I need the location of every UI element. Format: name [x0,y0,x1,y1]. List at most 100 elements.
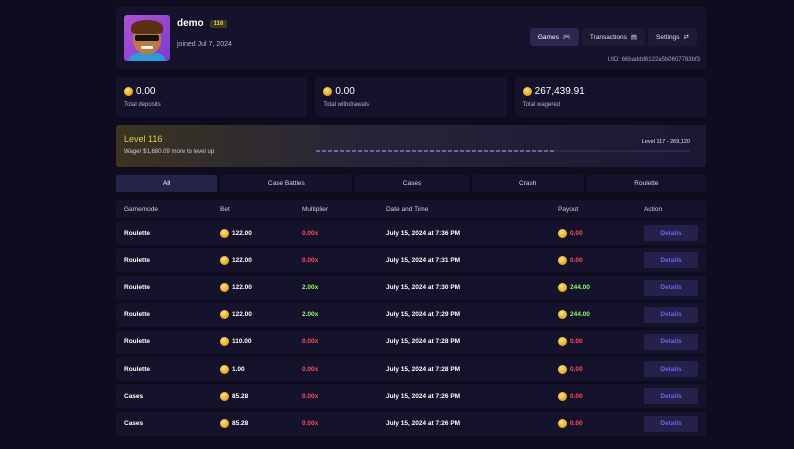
bet-amount: 110.00 [232,338,252,346]
tab-all[interactable]: All [116,175,218,192]
multiplier-cell: 0.00x [302,420,319,427]
nav-transactions-button[interactable]: Transactions ▤ [581,28,646,46]
payout-cell: 244.00 [558,276,590,300]
multiplier-cell: 0.00x [302,338,319,346]
details-button[interactable]: Details [644,415,698,432]
table-row: Roulette 122.00 0.00x July 15, 2024 at 7:36… [116,221,706,246]
stat-label: Total deposits [124,102,161,108]
date-cell: July 15, 2024 at 7:31 PM [386,256,461,264]
coin-icon [220,391,229,401]
details-button[interactable]: Details [644,333,698,350]
tab-crash[interactable]: Crash [471,175,584,192]
stat-card: 0.00 Total deposits [116,77,308,117]
bet-cell: 1.00 [220,357,245,381]
tab-roulette[interactable]: Roulette [586,175,706,192]
payout-amount: 244.00 [570,284,590,292]
level-progress-track [316,150,690,152]
table-header: Gamemode Bet Multiplier Date and Time Pa… [116,200,706,218]
avatar [124,15,170,61]
table-row: Cases 85.28 0.00x July 15, 2024 at 7:26 PM 0… [116,411,706,436]
payout-cell: 0.00 [558,221,583,245]
avatar-glasses [135,35,159,41]
gamemode-cell: Cases [124,392,144,400]
details-button[interactable]: Details [644,225,698,242]
coin-icon [558,337,567,347]
bet-cell: 122.00 [220,276,252,300]
multiplier-cell: 0.00x [302,256,319,264]
date-cell: July 15, 2024 at 7:30 PM [386,284,461,292]
action-cell: Details [644,276,698,300]
payout-amount: 0.00 [570,256,583,264]
bet-cell: 85.28 [220,384,248,408]
date-cell: July 15, 2024 at 7:26 PM [386,392,461,400]
table-row: Roulette 122.00 2.00x July 15, 2024 at 7:30… [116,275,706,300]
sliders-icon: ⇄ [683,34,689,41]
coin-icon [220,255,229,265]
coin-icon [522,87,532,96]
details-button[interactable]: Details [644,252,698,269]
coin-icon [558,255,567,265]
stat-value-row: 0.00 [323,86,498,97]
bet-cell: 85.28 [220,412,248,436]
payout-amount: 0.00 [570,392,583,400]
coin-icon [558,228,567,238]
coin-icon [558,364,567,374]
action-cell: Details [644,330,698,354]
level-progress-fill [316,150,556,152]
payout-cell: 0.00 [558,412,583,436]
nav-settings-button[interactable]: Settings ⇄ [648,28,697,46]
header-gamemode: Gamemode [124,205,158,213]
tab-case-battles[interactable]: Case Battles [220,175,353,192]
date-cell: July 15, 2024 at 7:29 PM [386,311,461,319]
table-body: Roulette 122.00 0.00x July 15, 2024 at 7:36… [116,221,706,436]
header-action: Action [644,205,663,213]
bet-cell: 122.00 [220,248,252,272]
header-multiplier: Multiplier [302,205,329,213]
bet-amount: 85.28 [232,392,249,400]
coin-icon [220,337,229,347]
stat-value: 267,439.91 [534,86,585,97]
bet-cell: 122.00 [220,221,252,245]
bet-amount: 85.28 [232,420,249,427]
nav-games-button[interactable]: Games 🎮 [529,28,579,46]
stat-value-row: 267,439.91 [522,86,698,97]
avatar-mouth [141,46,153,49]
level-badge: 116 [209,19,228,28]
details-button[interactable]: Details [644,361,698,378]
header-bet: Bet [220,205,230,213]
gamemode-cell: Roulette [124,284,150,292]
coin-icon [220,364,229,374]
table-row: Roulette 1.00 0.00x July 15, 2024 at 7:28 P… [116,357,706,382]
user-id: UID: 66baddd6122a5b0607783bf3 [607,57,700,63]
receipt-icon: ▤ [630,34,638,41]
table-row: Roulette 122.00 0.00x July 15, 2024 at 7:31… [116,248,706,273]
stat-value-row: 0.00 [124,86,299,97]
username-row: demo 116 [177,18,228,29]
level-title: Level 116 [124,134,163,144]
gamemode-cell: Roulette [124,229,150,237]
gamemode-cell: Roulette [124,365,150,373]
username: demo [177,18,204,29]
action-cell: Details [644,303,698,327]
level-subtitle: Wager $1,680.09 more to level up [124,149,215,155]
details-button[interactable]: Details [644,388,698,405]
nav-label: Games [537,33,559,41]
details-button[interactable]: Details [644,306,698,323]
nav-label: Transactions [589,33,627,41]
bet-cell: 122.00 [220,303,252,327]
action-cell: Details [644,384,698,408]
tab-cases[interactable]: Cases [355,175,469,192]
gamemode-cell: Roulette [124,311,150,319]
date-cell: July 15, 2024 at 7:36 PM [386,229,461,237]
action-cell: Details [644,412,698,436]
payout-amount: 244.00 [570,311,590,319]
gamepad-icon: 🎮 [562,34,571,41]
table-row: Roulette 122.00 2.00x July 15, 2024 at 7:29… [116,302,706,327]
stat-card: 267,439.91 Total wagered [514,77,706,117]
date-cell: July 15, 2024 at 7:28 PM [386,338,461,346]
date-cell: July 15, 2024 at 7:26 PM [386,420,461,427]
stat-label: Total wagered [522,102,561,108]
table-row: Cases 85.28 0.00x July 15, 2024 at 7:26 PM 0… [116,384,706,409]
details-button[interactable]: Details [644,279,698,296]
bet-cell: 110.00 [220,330,252,354]
